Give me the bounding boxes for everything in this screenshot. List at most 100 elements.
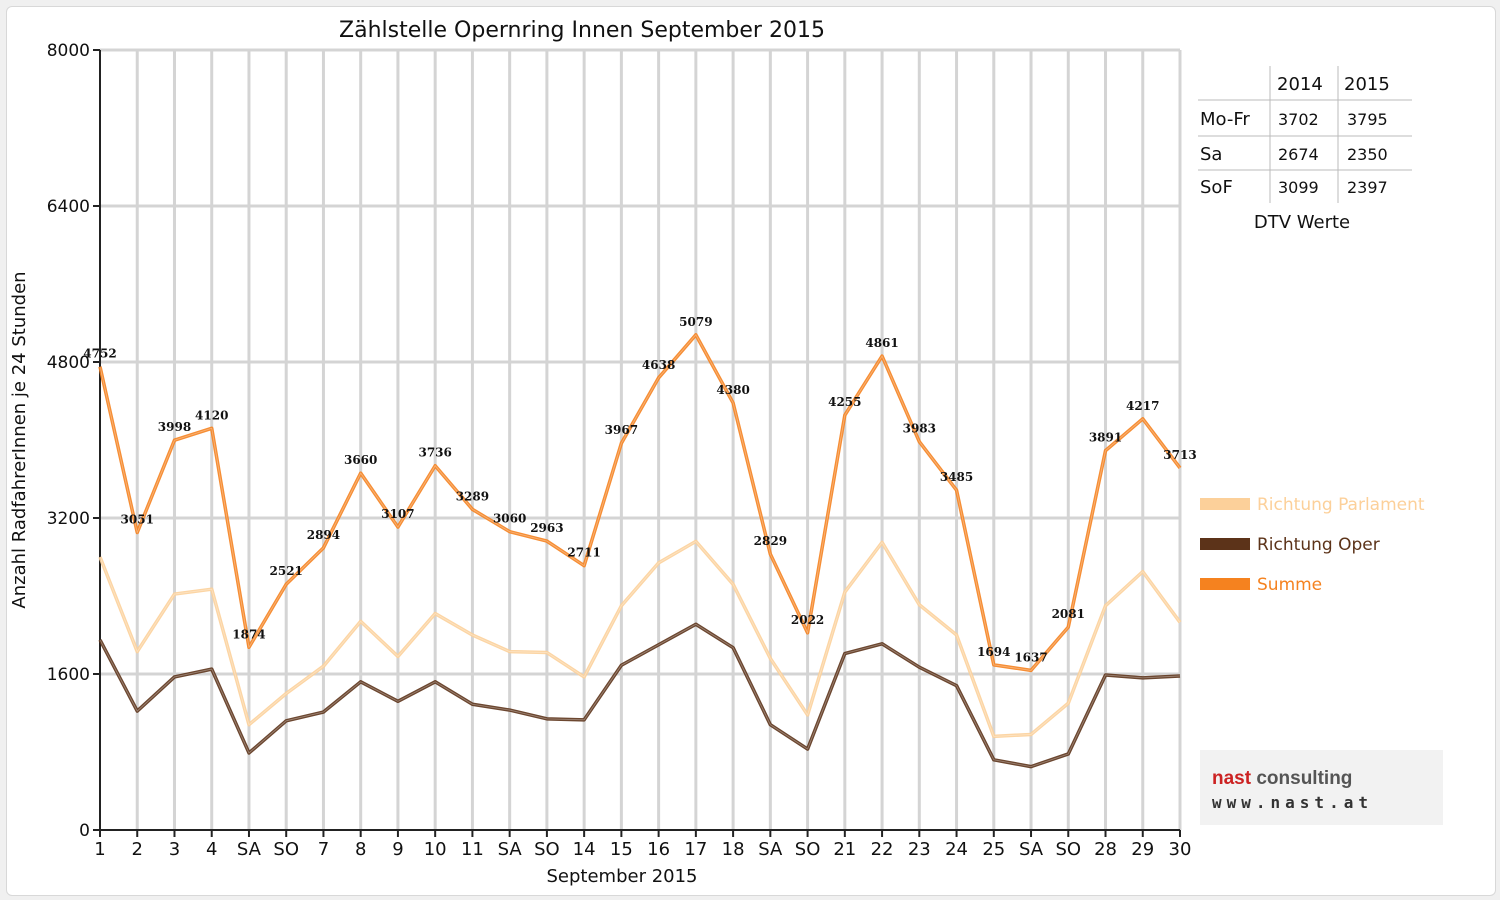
dtv-cell: 2397: [1347, 178, 1388, 197]
y-axis-title: Anzahl RadfahrerInnen je 24 Stunden: [9, 271, 30, 608]
x-tick-label: 30: [1169, 839, 1192, 860]
legend-label-richtung-parlament: Richtung Parlament: [1257, 495, 1425, 515]
grid: [100, 48, 1182, 830]
x-tick-label: 29: [1131, 839, 1154, 860]
x-tick-label: SA: [237, 839, 262, 860]
x-tick-label: 18: [722, 839, 745, 860]
x-tick-label: 1: [94, 839, 105, 860]
data-label: 3107: [381, 507, 414, 521]
x-tick-label: 24: [945, 839, 968, 860]
y-tick-label: 1600: [47, 665, 90, 685]
data-label: 1637: [1014, 650, 1047, 664]
y-tick-label: 8000: [47, 41, 90, 61]
data-label: 3983: [903, 422, 936, 436]
data-label: 3289: [456, 489, 489, 503]
legend-swatch-richtung-oper: [1200, 538, 1250, 550]
data-label: 4380: [716, 383, 749, 397]
dtv-cell: 3795: [1347, 110, 1388, 129]
data-label: 5079: [679, 315, 712, 329]
data-label: 4255: [828, 395, 861, 409]
dtv-row-label: Mo-Fr: [1200, 109, 1250, 130]
axes: [99, 50, 1180, 831]
data-label: 3891: [1089, 431, 1122, 445]
dtv-table: 2014 2015 Mo-Fr 3702 3795 Sa 2674 2350 S…: [1198, 66, 1412, 233]
data-label: 3736: [418, 446, 451, 460]
x-tick-label: 14: [573, 839, 596, 860]
data-labels: 4752 3051 3998 4120 1874 2521 2894 3660 3107 3736…: [83, 315, 1196, 665]
logo-background: [1200, 750, 1443, 825]
logo-brand: nast consulting: [1212, 768, 1352, 789]
data-label: 2894: [307, 528, 340, 542]
x-tick-label: 23: [908, 839, 931, 860]
data-label: 2963: [530, 521, 563, 535]
legend-label-richtung-oper: Richtung Oper: [1257, 535, 1380, 555]
x-tick-label: 25: [982, 839, 1005, 860]
x-tick-label: 17: [684, 839, 707, 860]
series-line-richtung-oper: [98, 622, 1181, 769]
nast-consulting-logo: nast consulting www.nast.at: [1200, 750, 1443, 825]
data-label: 1694: [977, 645, 1010, 659]
x-axis-title: September 2015: [546, 866, 697, 887]
logo-url: www.nast.at: [1212, 793, 1373, 812]
x-tick-label: SA: [758, 839, 783, 860]
dtv-row-label: Sa: [1200, 144, 1222, 165]
data-label: 4217: [1126, 399, 1159, 413]
data-label: 2711: [567, 546, 600, 560]
data-label: 2521: [270, 564, 303, 578]
x-tick-label: 21: [833, 839, 856, 860]
dtv-caption: DTV Werte: [1254, 212, 1350, 233]
dtv-cell: 3702: [1278, 110, 1319, 129]
data-label: 4638: [642, 358, 675, 372]
y-tick-labels: 0 1600 3200 4800 6400 8000: [47, 41, 100, 841]
x-tick-label: 11: [461, 839, 484, 860]
x-tick-label: 4: [206, 839, 217, 860]
x-tick-label: 8: [355, 839, 366, 860]
data-label: 3485: [940, 470, 973, 484]
data-label: 2081: [1052, 607, 1085, 621]
chart-title: Zählstelle Opernring Innen September 201…: [339, 18, 825, 43]
series-line-highlight: [99, 623, 1181, 768]
dtv-header-2015: 2015: [1344, 74, 1390, 95]
series-line-summe: [98, 333, 1182, 673]
data-label: 3660: [344, 453, 377, 467]
x-tick-label: 10: [424, 839, 447, 860]
data-label: 3051: [121, 513, 154, 527]
y-tick-label: 4800: [47, 353, 90, 373]
y-tick-label: 0: [79, 821, 90, 841]
x-tick-label: SO: [795, 839, 821, 860]
x-tick-label: SA: [498, 839, 523, 860]
x-tick-label: 28: [1094, 839, 1117, 860]
x-tick-label: 2: [132, 839, 143, 860]
series-line-richtung-parlament: [98, 539, 1182, 739]
data-label: 3967: [605, 423, 638, 437]
x-tick-label: SO: [273, 839, 299, 860]
dtv-cell: 3099: [1278, 178, 1319, 197]
x-tick-label: 22: [871, 839, 894, 860]
legend-swatch-summe: [1200, 578, 1250, 590]
x-tick-label: SA: [1019, 839, 1044, 860]
data-label: 4861: [865, 336, 898, 350]
x-tick-label: 7: [318, 839, 329, 860]
y-tick-label: 6400: [47, 197, 90, 217]
x-tick-label: 15: [610, 839, 633, 860]
series-line-highlight: [99, 540, 1181, 737]
data-label: 3713: [1163, 448, 1196, 462]
data-label: 4120: [195, 408, 228, 422]
x-tick-labels: 1 2 3 4 SA SO 7 8 9 10 11 SA SO 14 15 16 17 18 SA SO 21 22 23 2…: [94, 830, 1191, 860]
legend: Richtung Parlament Richtung Oper Summe: [1200, 495, 1425, 595]
series-line-highlight: [99, 334, 1181, 671]
data-label: 2829: [754, 534, 787, 548]
x-tick-label: 3: [169, 839, 180, 860]
x-tick-label: SO: [534, 839, 560, 860]
dtv-cell: 2350: [1347, 145, 1388, 164]
legend-label-summe: Summe: [1257, 575, 1322, 595]
x-tick-label: SO: [1055, 839, 1081, 860]
dtv-header-2014: 2014: [1277, 74, 1323, 95]
data-label: 1874: [232, 627, 265, 641]
data-label: 3998: [158, 420, 191, 434]
dtv-cell: 2674: [1278, 145, 1319, 164]
x-tick-label: 16: [647, 839, 670, 860]
dtv-row-label: SoF: [1200, 177, 1233, 198]
x-tick-label: 9: [392, 839, 403, 860]
